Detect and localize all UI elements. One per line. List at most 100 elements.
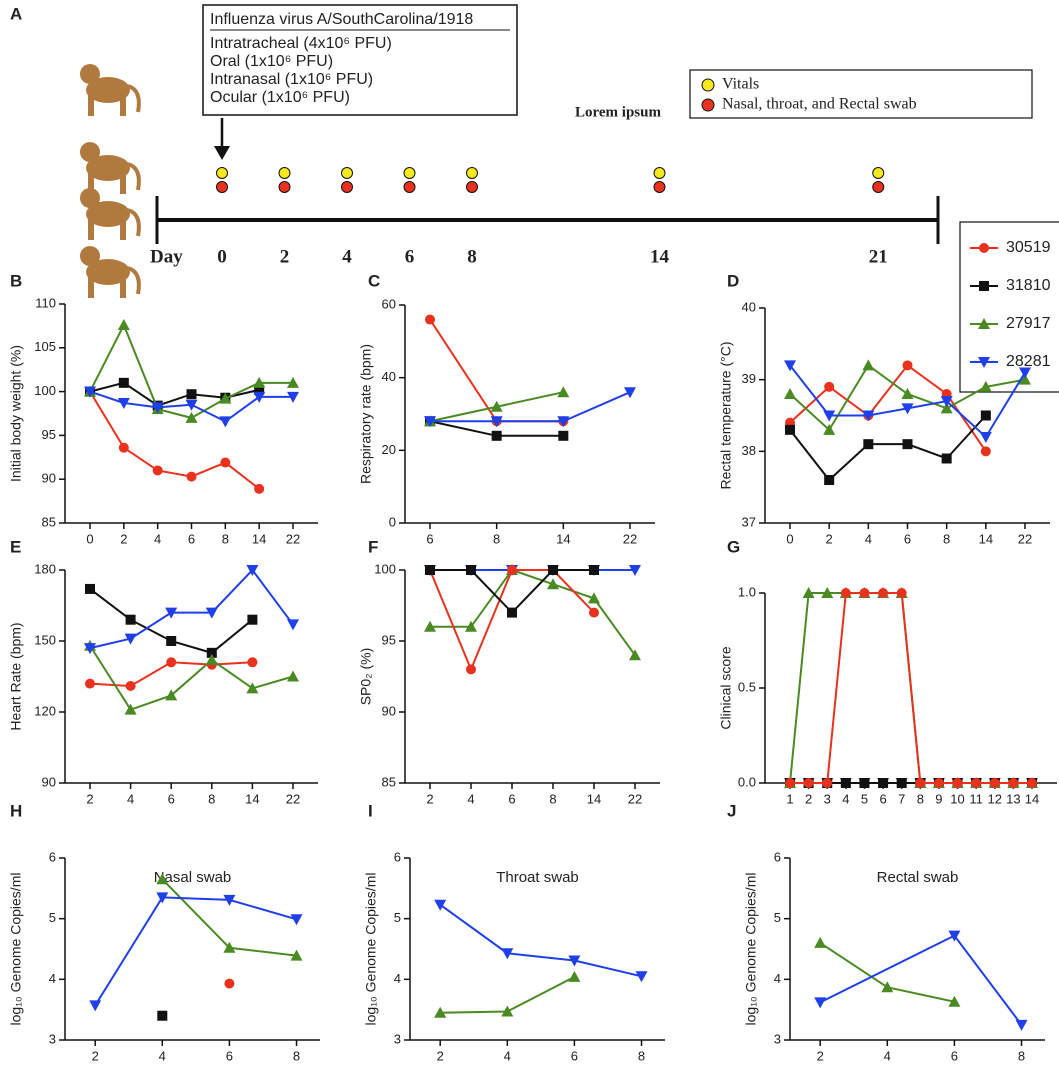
x-tick-label: 13 [1006,791,1020,806]
x-tick-label: 22 [1018,531,1032,546]
marker [165,607,178,619]
y-axis-label: Initial body weight (%) [8,345,24,482]
series-line [430,569,594,615]
marker [629,649,641,661]
legend-marker [978,318,990,329]
marker [205,653,218,665]
marker [979,380,992,392]
y-tick-label: 95 [42,427,56,442]
panel-label: C [368,271,380,290]
marker [940,396,953,408]
x-tick-label: 6 [188,531,195,546]
monkey-icon [80,64,141,116]
marker [823,423,836,435]
x-tick-label: 6 [904,531,911,546]
day-tick-label: 6 [405,246,415,267]
marker [165,689,178,701]
y-tick-label: 6 [774,849,781,864]
series-line [94,896,297,1006]
marker [124,633,137,645]
x-tick-label: 8 [222,531,229,546]
y-tick-label: 20 [382,442,396,457]
y-tick-label: 37 [742,514,756,529]
infection-box [202,4,518,116]
marker [840,778,851,788]
marker [287,376,299,388]
marker [802,587,815,598]
x-tick-label: 22 [286,791,300,806]
marker [185,411,198,423]
x-tick-label: 3 [824,791,831,806]
y-tick-label: 6 [394,849,401,864]
y-tick-label: 85 [42,514,56,529]
arrow-head [214,146,230,160]
x-tick-label: 4 [842,791,849,806]
marker [501,948,514,960]
day-tick-label: 14 [650,246,670,267]
panel-label: H [10,801,22,820]
panel-label: E [10,537,21,556]
x-tick-label: 4 [504,1048,511,1063]
marker [1027,778,1037,788]
y-tick-label: 85 [382,774,396,789]
marker [1008,778,1019,788]
y-tick-label: 6 [49,849,56,864]
marker [246,682,259,694]
schedule-marker [653,181,666,193]
schedule-marker [341,181,353,193]
marker [290,949,303,961]
y-axis-label: Respiratory rate (bpm) [358,344,374,484]
y-tick-label: 5 [774,910,781,925]
chart-title: Nasal swab [154,869,232,886]
x-tick-label: 11 [969,791,983,806]
marker [84,386,96,398]
marker [558,430,569,441]
day-tick-label: 2 [280,246,290,267]
schedule-legend-box [689,69,1033,119]
y-tick-label: 90 [42,471,56,486]
route: Ocular (1x10⁶ PFU) [210,89,350,106]
marker [157,1010,168,1021]
y-tick-label: 4 [394,971,401,986]
marker [118,442,129,453]
y-tick-label: 3 [774,1031,781,1046]
day-tick-label: 0 [217,246,227,267]
series-line [789,414,987,482]
marker [980,410,991,421]
marker [940,402,953,414]
series-line [439,903,642,978]
panel-label: G [727,537,740,556]
legend-box [959,221,1059,393]
x-tick-label: 14 [979,531,993,546]
marker [589,607,599,618]
marker [466,664,476,675]
marker [785,424,795,435]
marker [863,439,874,450]
marker [859,778,870,788]
x-tick-label: 4 [154,531,161,546]
series-line [89,391,260,490]
marker [902,360,913,371]
marker [989,778,1000,788]
series-line [430,568,636,656]
marker [246,565,259,576]
marker [166,657,177,668]
x-tick-label: 4 [467,791,474,806]
marker [1019,367,1031,379]
series-line [429,569,595,673]
y-tick-label: 150 [34,632,56,647]
x-tick-label: 2 [817,1048,824,1063]
series-line [89,645,294,711]
marker [840,588,851,598]
panel-label: A [10,4,22,23]
marker [948,995,961,1007]
y-tick-label: 40 [742,299,756,314]
x-tick-label: 2 [86,791,93,806]
route: Oral (1x10⁶ PFU) [210,53,333,70]
schedule-marker [278,181,291,193]
marker [254,483,265,494]
y-tick-label: 4 [49,971,56,986]
marker [89,1000,102,1012]
